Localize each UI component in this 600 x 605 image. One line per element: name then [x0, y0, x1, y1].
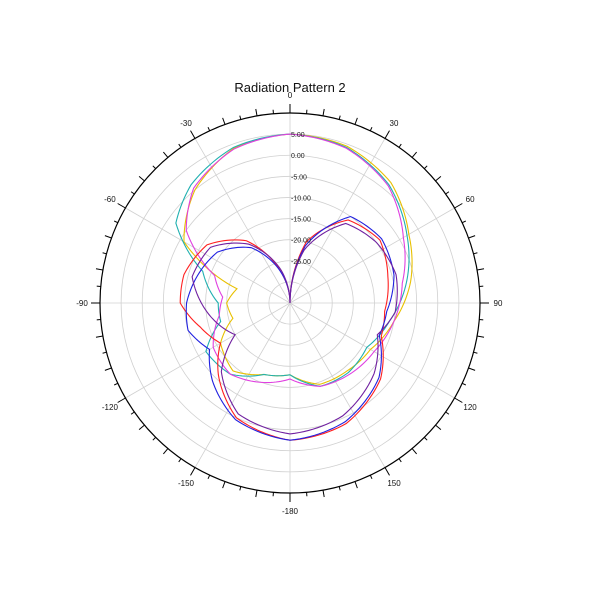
angle-tick — [455, 204, 463, 209]
angle-tick — [240, 487, 241, 491]
angle-tick — [103, 253, 107, 254]
angle-tick — [399, 459, 401, 462]
angle-tick — [131, 192, 134, 194]
angle-tick — [477, 269, 484, 270]
angle-tick — [355, 482, 357, 489]
angle-tick — [462, 221, 466, 223]
angle-tick — [339, 487, 340, 491]
angle-tick — [103, 352, 107, 353]
angle-tick — [469, 236, 476, 238]
angle-tick — [370, 475, 372, 479]
angle-tick — [163, 152, 167, 157]
angle-tick — [477, 336, 484, 337]
angle-tick — [469, 368, 476, 370]
angle-label: -150 — [178, 479, 195, 488]
angle-tick — [131, 412, 134, 414]
angle-label: -60 — [104, 195, 116, 204]
angle-tick — [474, 352, 478, 353]
angle-tick — [163, 449, 167, 454]
angle-tick — [424, 166, 427, 169]
angle-tick — [339, 116, 340, 120]
angle-tick — [153, 437, 156, 440]
angle-tick — [385, 468, 390, 476]
angle-tick — [256, 109, 257, 116]
angle-tick — [323, 490, 324, 497]
angle-tick — [179, 144, 181, 147]
radial-label: 0.00 — [291, 153, 305, 160]
angle-tick — [105, 236, 112, 238]
radial-label: -5.00 — [291, 174, 307, 181]
radial-label: -15.00 — [291, 217, 311, 224]
angle-tick — [446, 412, 449, 414]
angle-tick — [191, 131, 196, 139]
angle-tick — [436, 176, 441, 180]
angle-label: 150 — [387, 479, 401, 488]
angle-tick — [139, 176, 144, 180]
angle-tick — [436, 425, 441, 429]
angle-tick — [96, 336, 103, 337]
angle-tick — [455, 398, 463, 403]
angle-tick — [139, 425, 144, 429]
radial-label: -20.00 — [291, 238, 311, 245]
angle-tick — [240, 116, 241, 120]
angle-tick — [96, 269, 103, 270]
angle-tick — [412, 449, 416, 454]
angle-tick — [153, 166, 156, 169]
radial-label: -25.00 — [291, 259, 311, 266]
angle-label: -30 — [180, 119, 192, 128]
angle-tick — [223, 118, 225, 125]
angle-tick — [256, 490, 257, 497]
angle-tick — [118, 204, 126, 209]
angle-label: 90 — [494, 299, 503, 308]
angle-tick — [191, 468, 196, 476]
angle-tick — [208, 475, 210, 479]
angle-tick — [223, 482, 225, 489]
angle-tick — [399, 144, 401, 147]
angle-tick — [114, 221, 118, 223]
angle-label: 30 — [390, 119, 399, 128]
angle-label: -180 — [282, 507, 299, 516]
angle-label: 120 — [463, 403, 477, 412]
angle-tick — [114, 383, 118, 385]
angle-label: -90 — [76, 299, 88, 308]
angle-tick — [118, 398, 126, 403]
angle-tick — [462, 383, 466, 385]
angle-tick — [474, 253, 478, 254]
angle-tick — [412, 152, 416, 157]
radial-label: 5.00 — [291, 132, 305, 139]
angle-tick — [424, 437, 427, 440]
chart-title: Radiation Pattern 2 — [0, 80, 580, 95]
angle-tick — [385, 131, 390, 139]
angle-label: 60 — [466, 195, 475, 204]
angle-tick — [370, 127, 372, 131]
angle-tick — [355, 118, 357, 125]
angle-label: -120 — [102, 403, 119, 412]
radial-label: -10.00 — [291, 195, 311, 202]
angle-tick — [446, 192, 449, 194]
angle-tick — [323, 109, 324, 116]
angle-tick — [105, 368, 112, 370]
angle-tick — [179, 459, 181, 462]
series-line-4 — [180, 220, 388, 440]
angle-tick — [208, 127, 210, 131]
